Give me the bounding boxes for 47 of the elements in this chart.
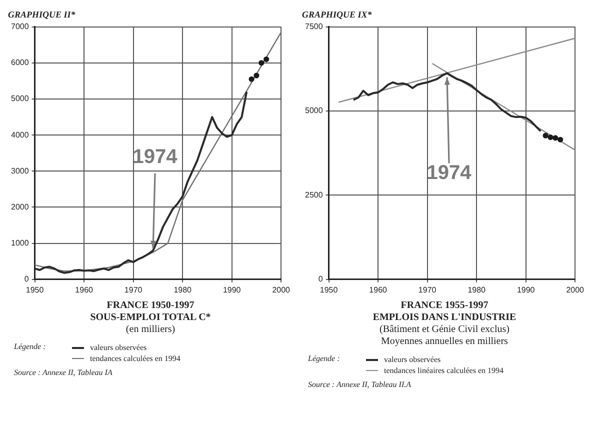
point — [264, 56, 270, 62]
y-tick-label: 1000 — [11, 238, 30, 248]
chart-title: GRAPHIQUE II* — [8, 10, 76, 20]
x-tick-label: 1980 — [468, 285, 486, 294]
point — [258, 60, 264, 66]
x-tick-label: 1990 — [516, 285, 536, 294]
y-tick-label: 7500 — [305, 22, 324, 32]
legend-label: tendances linéaires calculées en 1994 — [384, 366, 504, 375]
legend-label: tendances calculées en 1994 — [90, 354, 180, 363]
legend-label: valeurs observées — [90, 343, 147, 352]
point — [248, 76, 254, 82]
x-tick-label: 1990 — [222, 285, 242, 294]
y-tick-label: 2500 — [305, 190, 324, 200]
x-tick-label: 1960 — [369, 285, 388, 294]
x-tick-label: 1970 — [124, 285, 143, 294]
x-tick-label: 2000 — [272, 285, 291, 294]
x-tick-label: 2000 — [566, 285, 585, 294]
y-tick-label: 7000 — [11, 22, 30, 32]
legend-label: valeurs observées — [384, 355, 441, 364]
source-note: Source : Annexe II, Tableau II.A — [308, 380, 412, 389]
annotation: 1974 — [426, 162, 472, 184]
text: FRANCE 1955-1997 — [400, 300, 490, 312]
y-tick-label: 0 — [24, 274, 30, 284]
text: EMPLOIS DANS L'INDUSTRIE — [372, 312, 518, 324]
y-tick-label: 5000 — [11, 94, 30, 104]
x-tick-label: 1960 — [75, 285, 94, 294]
legend-title: Légende : — [14, 342, 47, 353]
text: (Bâtiment et Génie Civil exclus) — [378, 324, 510, 336]
y-tick-label: 4000 — [11, 130, 30, 140]
text: SOUS-EMPLOI TOTAL C* — [89, 312, 212, 324]
y-tick-label: 3000 — [11, 166, 30, 176]
x-tick-label: 1970 — [418, 285, 437, 294]
source-note: Source : Annexe II, Tableau IA — [14, 368, 114, 377]
x-tick-label: 1980 — [174, 285, 192, 294]
x-tick-label: 1950 — [26, 285, 44, 294]
x-tick-label: 1950 — [320, 285, 338, 294]
text: FRANCE 1950-1997 — [106, 300, 196, 312]
annotation: 1974 — [132, 146, 178, 168]
legend-title: Légende : — [308, 354, 341, 365]
point — [254, 72, 260, 78]
chart-title: GRAPHIQUE IX* — [302, 10, 372, 20]
y-tick-label: 5000 — [305, 106, 324, 116]
text: (en milliers) — [124, 324, 176, 336]
y-tick-label: 2000 — [11, 202, 30, 212]
y-tick-label: 6000 — [11, 58, 30, 68]
text: Moyennes annuelles en milliers — [380, 336, 509, 348]
y-tick-label: 0 — [318, 274, 324, 284]
